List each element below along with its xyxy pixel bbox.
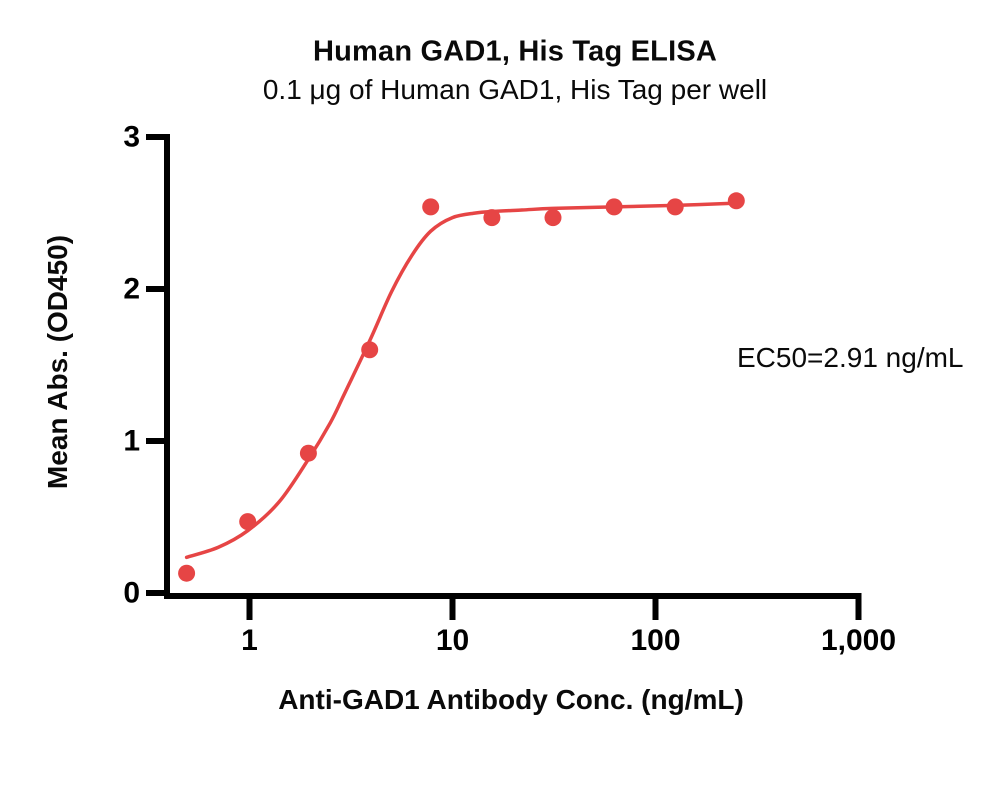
x-tick-label: 1 bbox=[241, 624, 258, 657]
x-tick-label: 10 bbox=[436, 624, 469, 657]
data-point bbox=[727, 192, 745, 210]
data-point bbox=[605, 198, 623, 216]
x-tick-label: 100 bbox=[630, 624, 680, 657]
y-tick-label: 0 bbox=[123, 577, 140, 610]
data-point bbox=[239, 513, 257, 531]
y-axis-label: Mean Abs. (OD450) bbox=[42, 234, 73, 490]
data-point bbox=[299, 444, 317, 462]
y-tick-label: 1 bbox=[123, 425, 140, 458]
fit-curve bbox=[184, 201, 739, 560]
data-point bbox=[422, 198, 440, 216]
y-tick-label: 2 bbox=[123, 273, 140, 306]
ec50-annotation: EC50=2.91 ng/mL bbox=[737, 342, 964, 373]
data-point bbox=[178, 564, 196, 582]
data-point bbox=[544, 209, 562, 227]
data-point bbox=[361, 341, 379, 359]
data-point bbox=[666, 198, 684, 216]
x-axis-label: Anti-GAD1 Antibody Conc. (ng/mL) bbox=[278, 684, 744, 715]
chart-subtitle: 0.1 μg of Human GAD1, His Tag per well bbox=[262, 74, 768, 105]
chart-title: Human GAD1, His Tag ELISA bbox=[312, 35, 718, 68]
y-tick-label: 3 bbox=[123, 121, 140, 154]
data-point bbox=[483, 209, 501, 227]
x-tick-label: 1,000 bbox=[821, 624, 896, 657]
